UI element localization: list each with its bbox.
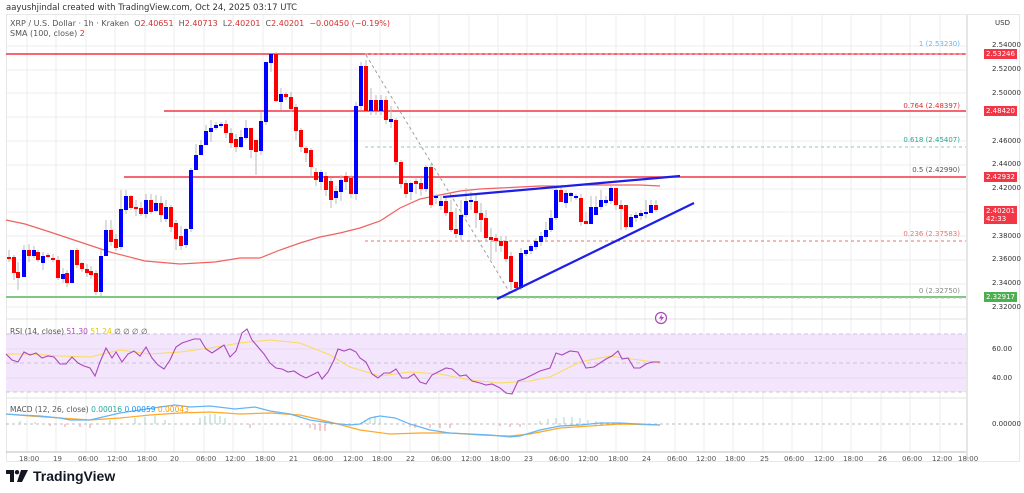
tradingview-logo-icon xyxy=(6,470,28,482)
low-value: 2.40201 xyxy=(227,19,261,28)
close-value: 2.40201 xyxy=(271,19,305,28)
price-tag-253: 2.53246 xyxy=(984,49,1017,59)
change-value: −0.00450 (−0.19%) xyxy=(309,19,390,28)
currency-label: USD xyxy=(995,19,1010,27)
signal-line xyxy=(5,411,661,437)
rsi-legend[interactable]: RSI (14, close) 51.30 51.24 ∅ ∅ ∅ ∅ xyxy=(10,327,148,336)
price-tag-current: 2.40201 42:33 xyxy=(984,206,1017,224)
symbol-legend: XRP / U.S. Dollar · 1h · Kraken O2.40651… xyxy=(10,19,390,28)
fib-label-0: 0 (2.32750) xyxy=(918,287,960,295)
chart-frame xyxy=(6,14,1020,462)
countdown: 42:33 xyxy=(986,215,1007,223)
price-tag-233: 2.32917 xyxy=(984,292,1017,302)
brand-name: TradingView xyxy=(33,468,116,484)
fib-label-0618: 0.618 (2.45407) xyxy=(903,136,960,144)
fib-label-0236: 0.236 (2.37583) xyxy=(903,230,960,238)
chart-credit: aayushjindal created with TradingView.co… xyxy=(6,3,298,13)
candles xyxy=(7,52,658,296)
symbol-name: XRP / U.S. Dollar · 1h · Kraken xyxy=(10,19,130,28)
fib-label-05: 0.5 (2.42990) xyxy=(912,166,960,174)
upper-trendline[interactable] xyxy=(442,174,681,199)
tradingview-logo[interactable]: TradingView xyxy=(6,468,115,484)
time-axis[interactable]: 18:00 19 06:00 12:00 18:00 20 06:00 12:0… xyxy=(19,455,979,463)
price-axis[interactable]: 2.54000 2.52000 2.50000 2.46000 2.44000 … xyxy=(984,41,1021,428)
fib-retracement xyxy=(365,53,966,299)
price-tag-248: 2.48420 xyxy=(984,106,1017,116)
rsi-line xyxy=(5,328,660,395)
rsi-ma-value: 51.24 xyxy=(90,327,112,336)
price-tag-243: 2.42932 xyxy=(984,172,1017,182)
signal-value: 0.00043 xyxy=(157,405,189,414)
rsi-value: 51.30 xyxy=(66,327,88,336)
lightning-icon[interactable] xyxy=(654,311,668,325)
rsi-ma-line xyxy=(6,339,661,384)
high-value: 2.40713 xyxy=(184,19,218,28)
macd-legend[interactable]: MACD (12, 26, close) 0.00016 0.00059 0.0… xyxy=(10,405,189,414)
lower-trendline[interactable] xyxy=(496,202,695,300)
fib-label-1: 1 (2.53230) xyxy=(918,40,960,48)
sma-legend[interactable]: SMA (100, close) 2 xyxy=(10,29,85,38)
macd-hist-value: 0.00016 xyxy=(91,405,123,414)
macd-line xyxy=(5,404,661,438)
open-value: 2.40651 xyxy=(140,19,174,28)
fib-label-0764: 0.764 (2.48397) xyxy=(903,102,960,110)
macd-value: 0.00059 xyxy=(124,405,156,414)
